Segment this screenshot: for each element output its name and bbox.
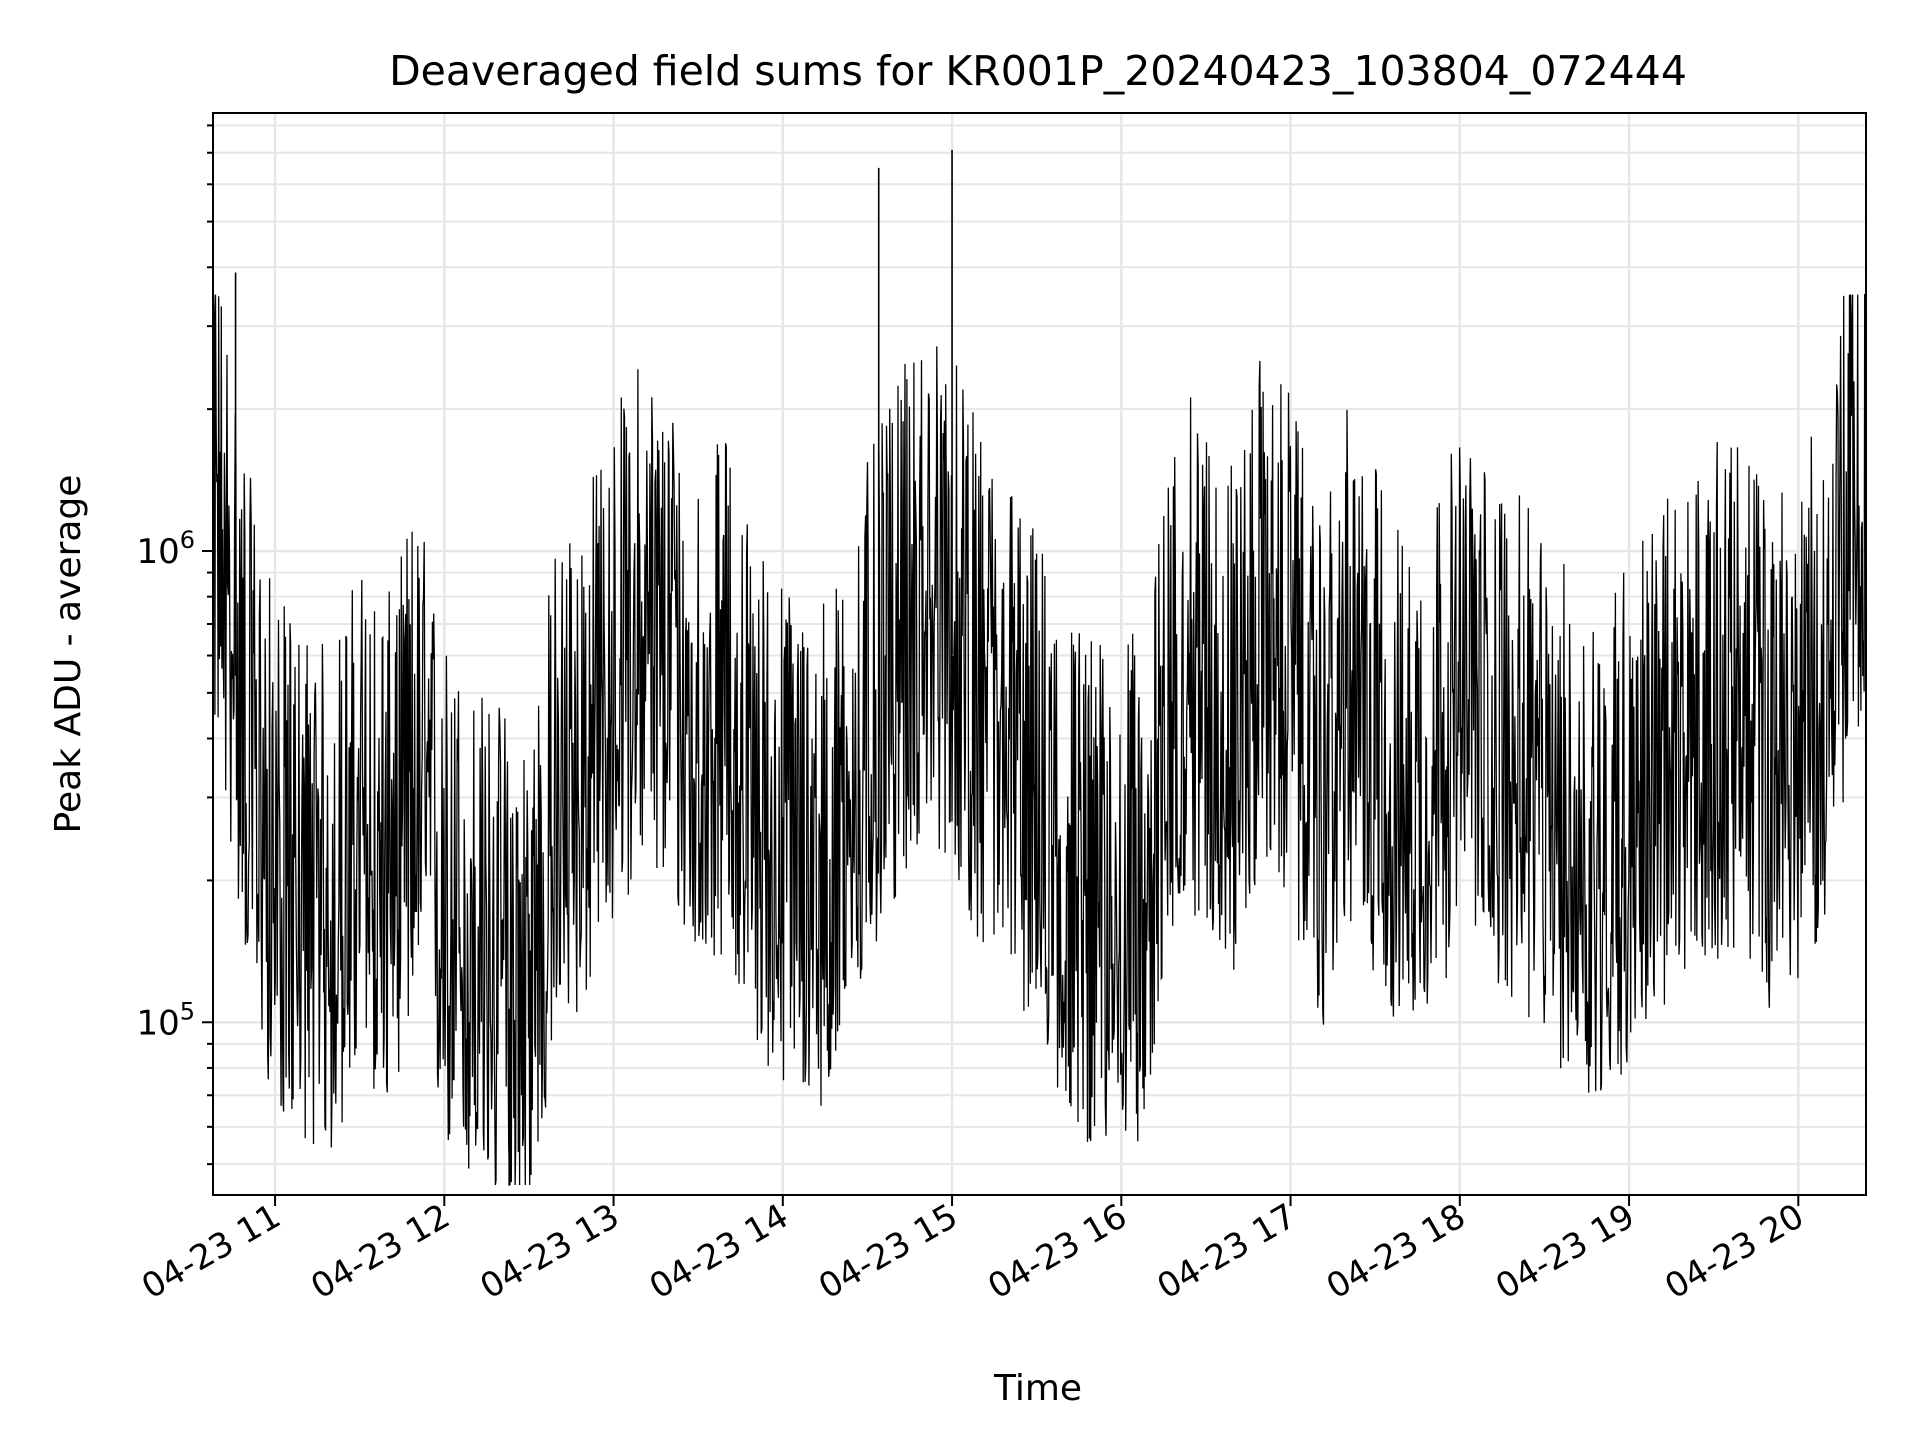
x-axis-label: Time bbox=[993, 1368, 1082, 1409]
y-tick-label: 106 bbox=[136, 526, 195, 572]
y-axis-label: Peak ADU - average bbox=[48, 475, 89, 834]
series-line bbox=[212, 293, 1867, 1186]
plot-frame bbox=[212, 112, 1867, 1196]
y-tick-label: 105 bbox=[136, 997, 195, 1043]
chart-title: Deaveraged field sums for KR001P_2024042… bbox=[389, 47, 1687, 95]
data-series bbox=[212, 149, 1867, 1186]
